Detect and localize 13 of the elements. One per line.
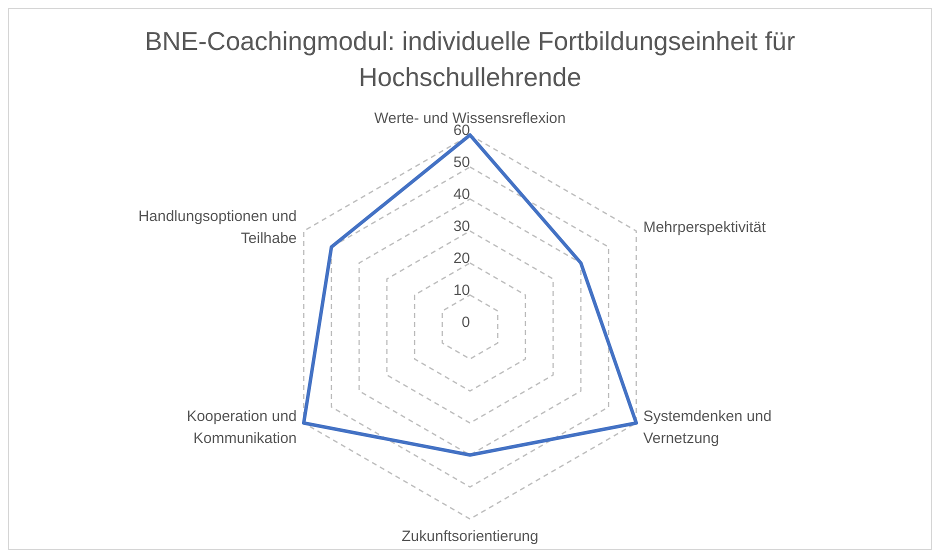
spoke-label: Zukunftsorientierung [402,528,538,545]
y-tick-label: 10 [453,282,470,299]
y-tick-label: 40 [453,186,470,203]
spoke-label: Handlungsoptionen und Teilhabe [138,208,297,247]
spoke-label: Kooperation und Kommunikation [186,408,297,447]
y-tick-label: 20 [453,250,470,267]
y-tick-label: 60 [453,122,470,139]
spoke-label: Systemdenken und Vernetzung [643,408,772,447]
spoke-label: Mehrperspektivität [643,219,767,236]
y-tick-label: 30 [453,218,470,235]
y-tick-label: 50 [453,154,470,171]
y-tick-label: 0 [462,314,470,331]
chart-title: BNE-Coachingmodul: individuelle Fortbildungseinheit für Hochschullehrende [144,25,796,94]
